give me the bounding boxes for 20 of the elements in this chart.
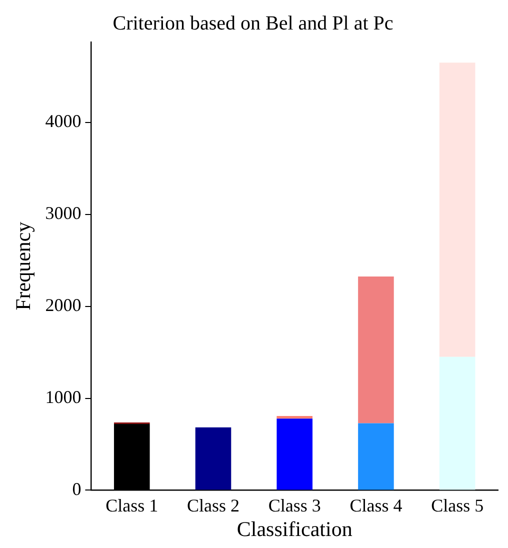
bar bbox=[439, 62, 476, 357]
x-tick-label: Class 3 bbox=[268, 496, 321, 516]
bar bbox=[276, 416, 312, 419]
bar bbox=[358, 423, 394, 490]
x-tick-label: Class 2 bbox=[186, 496, 240, 516]
y-tick-label: 2000 bbox=[45, 295, 82, 316]
x-tick-label: Class 5 bbox=[431, 496, 484, 516]
chart-title: Criterion based on Bel and Pl at Pc bbox=[112, 12, 394, 34]
y-tick-label: 4000 bbox=[45, 111, 82, 132]
y-tick-label: 3000 bbox=[45, 203, 82, 224]
x-tick-label: Class 4 bbox=[350, 496, 402, 516]
x-axis-title: Classification bbox=[236, 516, 353, 541]
y-tick-label: 0 bbox=[72, 478, 82, 499]
x-tick-label: Class 1 bbox=[106, 496, 158, 516]
bar bbox=[358, 276, 394, 424]
y-tick-label: 1000 bbox=[45, 386, 82, 407]
bar bbox=[195, 427, 232, 490]
y-axis-title: Frequency bbox=[11, 221, 36, 310]
bar bbox=[276, 418, 312, 490]
bar bbox=[439, 356, 476, 490]
